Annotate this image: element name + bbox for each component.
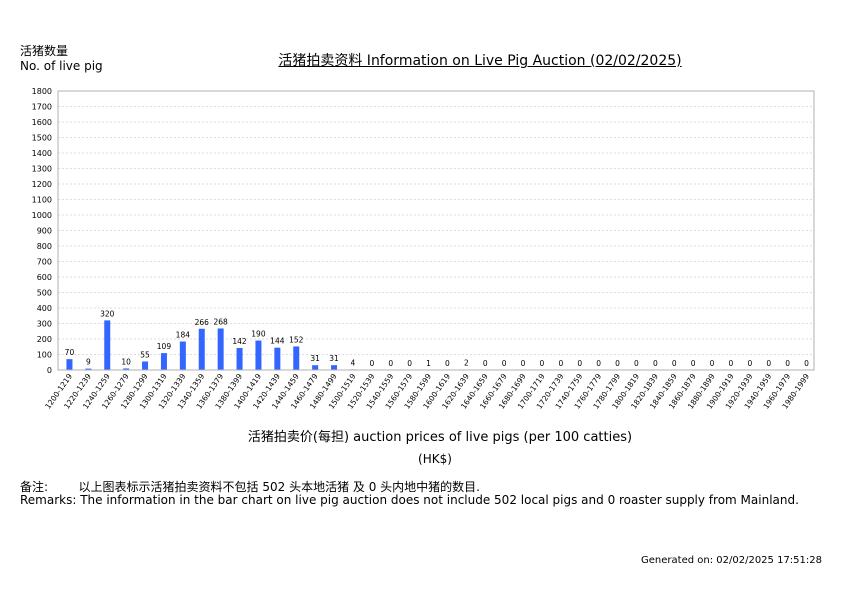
data-label: 144 <box>270 337 285 346</box>
data-label: 190 <box>251 330 266 339</box>
bar <box>198 328 205 370</box>
data-label: 0 <box>502 359 507 368</box>
y-tick-label: 1500 <box>32 134 52 143</box>
data-label: 184 <box>176 330 191 339</box>
data-label: 109 <box>157 342 172 351</box>
data-label: 1 <box>426 359 431 368</box>
remark-english: Remarks: The information in the bar char… <box>20 493 799 507</box>
data-label: 152 <box>289 335 304 344</box>
data-label: 0 <box>577 359 582 368</box>
bar <box>179 341 186 370</box>
bar <box>293 346 300 370</box>
data-label: 0 <box>729 359 734 368</box>
data-label: 0 <box>615 359 620 368</box>
y-tick-label: 1300 <box>32 165 52 174</box>
y-tick-label: 1800 <box>32 87 52 96</box>
bar <box>255 340 262 370</box>
data-label: 142 <box>232 337 247 346</box>
x-axis-label: 活猪拍卖价(每担) auction prices of live pigs (p… <box>247 430 633 445</box>
data-label: 0 <box>634 359 639 368</box>
bar <box>236 347 243 370</box>
data-label: 0 <box>710 359 715 368</box>
currency-unit: (HK$) <box>418 452 452 466</box>
y-tick-label: 100 <box>37 351 52 360</box>
y-tick-label: 200 <box>37 335 52 344</box>
data-label: 9 <box>86 358 91 367</box>
data-label: 0 <box>672 359 677 368</box>
data-label: 0 <box>558 359 563 368</box>
remark-chinese: 备注: 以上图表标示活猪拍卖资料不包括 502 头本地活猪 及 0 头内地中猪的… <box>20 480 480 494</box>
y-tick-label: 800 <box>37 242 52 251</box>
data-label: 266 <box>195 318 210 327</box>
bars <box>66 320 470 370</box>
y-axis-label-english: No. of live pig <box>20 59 103 73</box>
x-axis-ticks: 1200-12191220-12391240-12591260-12791280… <box>43 372 811 411</box>
bar <box>331 365 338 370</box>
bar <box>160 353 167 370</box>
data-label: 0 <box>521 359 526 368</box>
y-tick-label: 300 <box>37 320 52 329</box>
data-label: 31 <box>310 354 320 363</box>
data-label: 0 <box>596 359 601 368</box>
data-label: 55 <box>140 350 150 359</box>
data-label: 0 <box>388 359 393 368</box>
y-tick-label: 1200 <box>32 180 52 189</box>
bar <box>85 368 92 370</box>
data-label: 0 <box>540 359 545 368</box>
data-label: 4 <box>351 358 356 367</box>
y-tick-label: 1700 <box>32 103 52 112</box>
y-tick-label: 900 <box>37 227 52 236</box>
data-label: 0 <box>747 359 752 368</box>
data-label: 0 <box>483 359 488 368</box>
y-tick-label: 600 <box>37 273 52 282</box>
y-axis-label-chinese: 活猪数量 <box>20 44 69 58</box>
y-axis-ticks: 0 100 200 300 400 500 600 700 800 900 1000 1100 1200… <box>32 87 52 375</box>
bar <box>123 368 130 370</box>
data-label: 0 <box>785 359 790 368</box>
bar <box>312 365 319 370</box>
bar <box>142 361 149 370</box>
data-label: 0 <box>407 359 412 368</box>
generated-timestamp: Generated on: 02/02/2025 17:51:28 <box>641 555 822 566</box>
bar <box>217 328 224 370</box>
bar-chart: 0100200300400500600700800900100011001200… <box>32 87 815 411</box>
bar <box>274 347 281 370</box>
y-tick-label: 0 <box>47 366 52 375</box>
y-tick-label: 400 <box>37 304 52 313</box>
chart-title: 活猪拍卖资料 Information on Live Pig Auction (… <box>278 53 682 69</box>
y-tick-label: 500 <box>37 289 52 298</box>
data-label: 70 <box>65 348 75 357</box>
bar <box>104 320 111 370</box>
data-label: 0 <box>804 359 809 368</box>
y-tick-label: 1000 <box>32 211 52 220</box>
y-tick-label: 700 <box>37 258 52 267</box>
data-label: 0 <box>445 359 450 368</box>
grid-lines <box>58 106 814 355</box>
y-tick-label: 1400 <box>32 149 52 158</box>
plot-area-frame <box>57 90 815 371</box>
y-tick-label: 1600 <box>32 118 52 127</box>
data-label: 320 <box>100 309 115 318</box>
data-label: 0 <box>369 359 374 368</box>
data-label: 0 <box>766 359 771 368</box>
y-tick-label: 1100 <box>32 196 52 205</box>
data-label: 10 <box>121 357 131 366</box>
data-label: 2 <box>464 359 469 368</box>
data-label: 31 <box>329 354 339 363</box>
data-label: 0 <box>691 359 696 368</box>
data-label: 0 <box>653 359 658 368</box>
bar <box>66 359 73 370</box>
data-label: 268 <box>213 317 228 326</box>
